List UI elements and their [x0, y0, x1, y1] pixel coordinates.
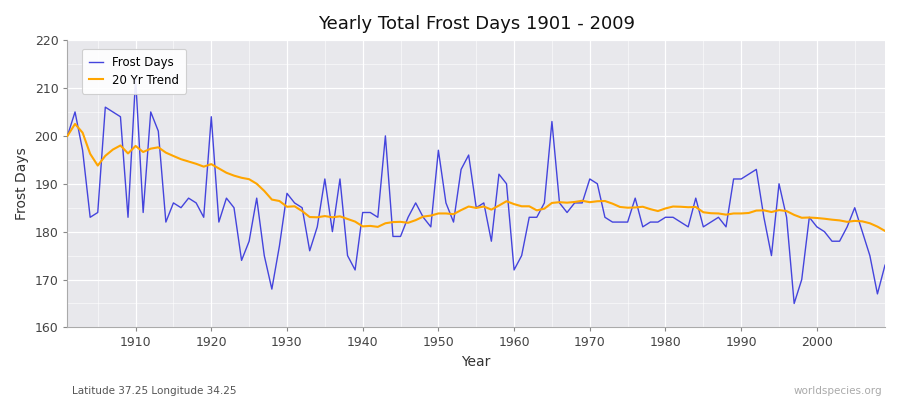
Line: 20 Yr Trend: 20 Yr Trend — [68, 124, 885, 231]
20 Yr Trend — [69, 122, 80, 126]
20 Yr Trend — [879, 228, 890, 233]
Title: Yearly Total Frost Days 1901 - 2009: Yearly Total Frost Days 1901 - 2009 — [318, 15, 634, 33]
20 Yr Trend — [342, 216, 353, 221]
Frost Days — [608, 220, 618, 224]
20 Yr Trend — [62, 134, 73, 138]
X-axis label: Year: Year — [462, 355, 490, 369]
Frost Days — [342, 253, 353, 258]
20 Yr Trend — [517, 204, 527, 209]
Frost Days — [788, 301, 799, 306]
Legend: Frost Days, 20 Yr Trend: Frost Days, 20 Yr Trend — [82, 49, 186, 94]
Y-axis label: Frost Days: Frost Days — [15, 147, 29, 220]
Frost Days — [130, 76, 141, 81]
Frost Days — [62, 134, 73, 138]
Frost Days — [879, 263, 890, 268]
20 Yr Trend — [508, 202, 519, 206]
20 Yr Trend — [297, 209, 308, 214]
Line: Frost Days: Frost Days — [68, 78, 885, 304]
Frost Days — [297, 205, 308, 210]
20 Yr Trend — [608, 201, 618, 206]
20 Yr Trend — [130, 144, 141, 148]
Frost Days — [517, 253, 527, 258]
Frost Days — [122, 215, 133, 220]
Text: Latitude 37.25 Longitude 34.25: Latitude 37.25 Longitude 34.25 — [72, 386, 237, 396]
Text: worldspecies.org: worldspecies.org — [794, 386, 882, 396]
Frost Days — [508, 268, 519, 272]
